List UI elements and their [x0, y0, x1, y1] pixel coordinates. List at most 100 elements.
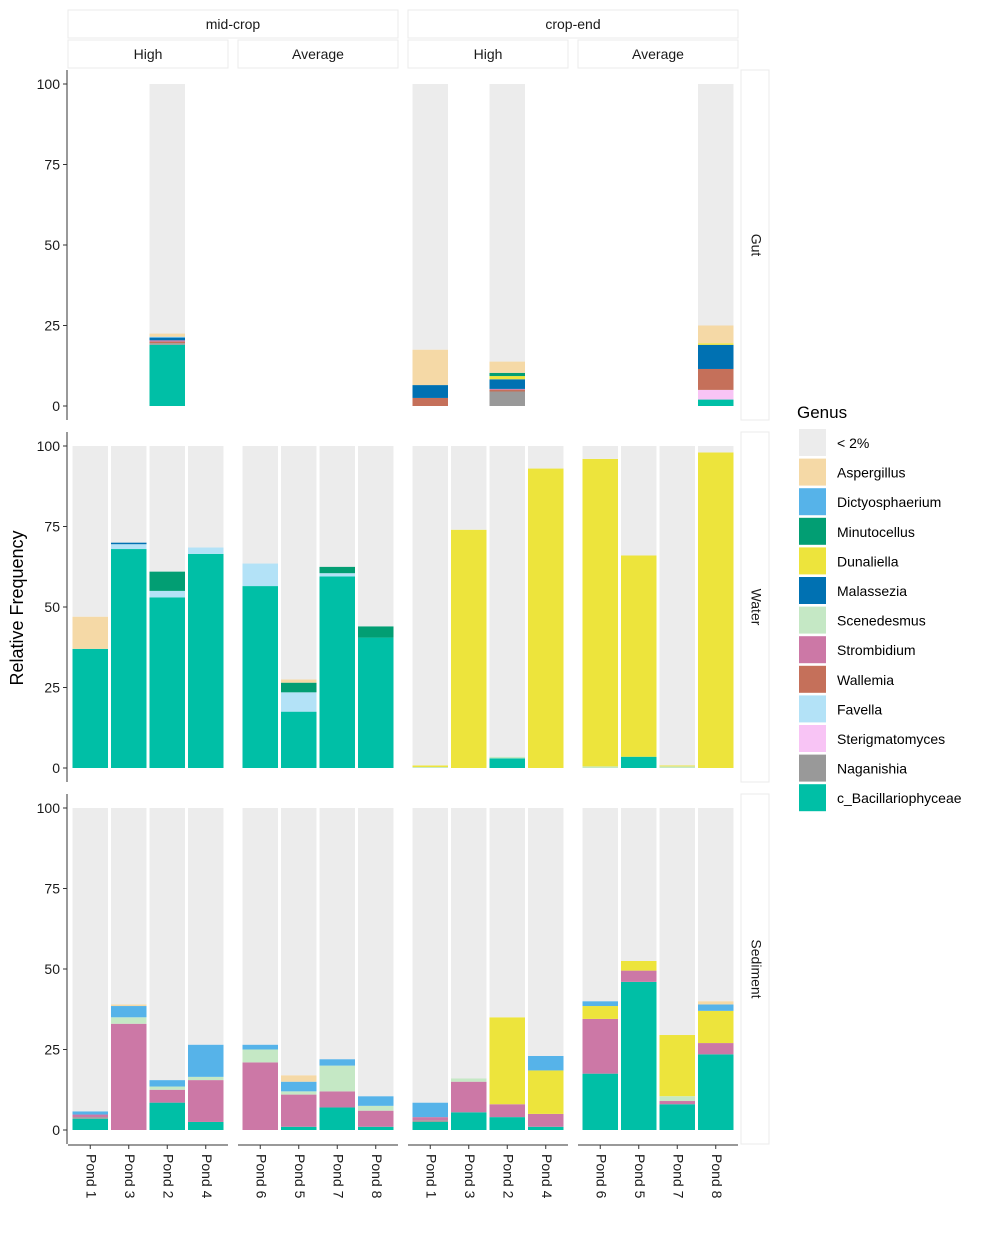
bar-segment-aspergillus [72, 616, 108, 649]
bar-segment-scenedesmus [451, 1078, 487, 1082]
bar-segment-2 [242, 446, 278, 564]
bar-segment-aspergillus [698, 1001, 734, 1005]
bar-segment-c-bacillariophyceae [281, 711, 317, 768]
bar-segment-aspergillus [281, 1075, 317, 1082]
bar-segment-favella [149, 590, 185, 598]
bar-segment-dunaliella [698, 1010, 734, 1044]
bar-segment-minutocellus [358, 626, 394, 638]
x-tick-label: Pond 2 [501, 1154, 517, 1199]
bar-segment-2 [149, 808, 185, 1081]
bar-segment-2 [111, 808, 147, 1005]
bar-segment-naganishia [412, 1120, 448, 1122]
bar-segment-malassezia [412, 385, 448, 398]
bar-segment-aspergillus [698, 325, 734, 344]
bar-segment-wallemia [149, 341, 185, 344]
y-tick-label: 0 [52, 760, 60, 776]
bar-segment-sterigmatomyces [698, 389, 734, 400]
bar-segment-dictyosphaerium [111, 1006, 147, 1018]
strip-label-high: High [474, 46, 503, 62]
bar-segment-aspergillus [149, 333, 185, 337]
legend-key-favella [799, 695, 826, 723]
bar-segment-2 [412, 84, 448, 350]
x-tick-label: Pond 4 [199, 1154, 215, 1199]
bar-segment-dictyosphaerium [281, 1081, 317, 1092]
bar-segment-favella [281, 692, 317, 712]
bar-segment-favella [319, 573, 355, 577]
bar-segment-c-bacillariophyceae [358, 1126, 394, 1130]
strip-label-water: Water [748, 589, 764, 626]
bar-segment-strombidium [451, 1081, 487, 1113]
legend-key-scenedesmus [799, 606, 826, 634]
legend-label-dictyosphaerium: Dictyosphaerium [837, 494, 941, 510]
bar-segment-strombidium [582, 1018, 618, 1074]
legend-key-sterigmatomyces [799, 725, 826, 752]
bar-segment-dunaliella [698, 343, 734, 345]
bar-segment-minutocellus [281, 682, 317, 693]
bar-segment-dictyosphaerium [242, 1044, 278, 1050]
legend-title: Genus [797, 403, 847, 422]
bar-segment-c-bacillariophyceae [111, 549, 147, 768]
bar-segment-dunaliella [659, 1035, 695, 1097]
bar-segment-c-bacillariophyceae [319, 576, 355, 768]
x-tick-label: Pond 8 [709, 1154, 725, 1199]
x-tick-label: Pond 5 [292, 1154, 308, 1199]
legend-label-aspergillus: Aspergillus [837, 465, 905, 481]
y-tick-label: 25 [44, 318, 60, 334]
bar-segment-aspergillus [489, 361, 525, 373]
bar-segment-c-bacillariophyceae [149, 597, 185, 768]
y-tick-label: 100 [37, 800, 61, 816]
bar-segment-scenedesmus [242, 1049, 278, 1063]
bar-segment-scenedesmus [111, 1017, 147, 1024]
x-tick-label: Pond 5 [632, 1154, 648, 1199]
y-tick-label: 100 [37, 438, 61, 454]
bar-segment-c-bacillariophyceae [582, 1073, 618, 1130]
bar-segment-aspergillus [412, 349, 448, 386]
bar-segment-c-bacillariophyceae [489, 1117, 525, 1130]
bar-segment-malassezia [489, 379, 525, 389]
bar-segment-scenedesmus [659, 766, 695, 768]
facet-panels [68, 70, 738, 1144]
bar-segment-dunaliella [582, 458, 618, 767]
bar-segment-c-bacillariophyceae [698, 399, 734, 406]
bar-segment-c-bacillariophyceae [149, 1102, 185, 1130]
strip-label-average: Average [632, 46, 684, 62]
strip-water [740, 431, 770, 783]
x-axis: Pond 1 Pond 3 Pond 2 Pond 4 Pond 6 Pond 5 Pond… [68, 1144, 738, 1199]
bar-segment-dunaliella [621, 555, 657, 757]
legend-key-c-bacillariophyceae [799, 784, 826, 812]
y-axis-label: Relative Frequency [7, 530, 27, 685]
bar-segment-2 [358, 446, 394, 627]
bar-segment-wallemia [698, 368, 734, 390]
strip-label-crop-end: crop-end [545, 16, 600, 32]
bar-segment-minutocellus [149, 571, 185, 591]
bar-segment-c-bacillariophyceae [72, 1118, 108, 1130]
y-tick-label: 0 [52, 1122, 60, 1138]
bar-segment-2 [489, 446, 525, 757]
bar-segment-scenedesmus [281, 1091, 317, 1095]
legend: Genus < 2% Aspergillus Dictyosphaerium Minu… [797, 403, 962, 812]
bar-segment-strombidium [528, 1113, 564, 1127]
bar-segment-strombidium [621, 970, 657, 982]
bar-segment-c-bacillariophyceae [149, 344, 185, 406]
bar-segment-2 [659, 446, 695, 766]
bar-segment-2 [582, 446, 618, 459]
bar-segment-dunaliella [528, 468, 564, 768]
legend-label-c-bacillariophyceae: c_Bacillariophyceae [837, 790, 962, 806]
legend-label-favella: Favella [837, 701, 882, 717]
bar-segment-c-bacillariophyceae [621, 756, 657, 768]
bar-segment-dunaliella [659, 765, 695, 767]
bar-segment-2 [188, 808, 224, 1045]
strip-label-gut: Gut [748, 234, 764, 257]
bar-segment-c-bacillariophyceae [451, 1112, 487, 1130]
strip-mid-crop-high [67, 39, 229, 69]
y-tick-label: 75 [44, 519, 60, 535]
y-tick-label: 50 [44, 961, 60, 977]
bar-segment-scenedesmus [412, 767, 448, 768]
bar-segment-wallemia [412, 397, 448, 406]
bar-segment-2 [281, 808, 317, 1076]
bar-segment-c-bacillariophyceae [489, 758, 525, 768]
bar-segment-2 [489, 808, 525, 1018]
bar-segment-scenedesmus [319, 1065, 355, 1092]
bar-segment-2 [412, 808, 448, 1103]
